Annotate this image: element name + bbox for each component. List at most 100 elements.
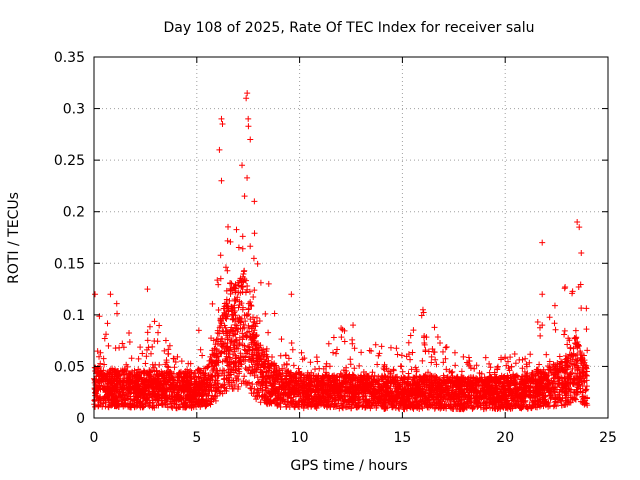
data-point [101,361,108,368]
data-point [293,380,300,387]
data-point [562,356,569,363]
data-point [419,404,426,411]
data-point [536,403,543,410]
data-point [428,384,435,391]
data-point [338,325,345,332]
data-point [463,383,470,390]
data-point [583,386,590,393]
data-point [219,344,226,351]
data-point [127,372,134,379]
data-point [234,386,241,393]
data-point [412,364,419,371]
data-point [535,370,542,377]
data-point [230,312,237,319]
data-point [248,339,255,346]
data-point [464,398,471,405]
data-points [91,90,591,413]
data-point [162,394,169,401]
data-point [516,356,523,363]
data-point [100,367,107,374]
data-point [567,370,574,377]
data-point [351,365,358,372]
data-point [410,374,417,381]
data-point [239,273,246,280]
data-point [215,372,222,379]
data-point [409,404,416,411]
data-point [137,344,144,351]
data-point [532,401,539,408]
data-point [437,340,444,347]
data-point [210,396,217,403]
data-point [378,343,385,350]
data-point [541,386,548,393]
data-point [504,385,511,392]
data-point [229,305,236,312]
data-point [567,394,574,401]
data-point [494,375,501,382]
data-point [237,315,244,322]
data-point [499,380,506,387]
data-point [230,342,237,349]
data-point [422,347,429,354]
data-point [430,394,437,401]
data-point [288,339,295,346]
data-point [157,380,164,387]
data-point [578,356,585,363]
data-point [484,382,491,389]
data-point [314,374,321,381]
data-point [571,377,578,384]
data-point [577,281,584,288]
data-point [329,398,336,405]
data-point [112,393,119,400]
data-point [434,333,441,340]
data-point [459,377,466,384]
data-point [155,375,162,382]
data-point [295,365,302,372]
data-point [120,344,127,351]
data-point [223,328,230,335]
data-point [372,341,379,348]
data-point [253,332,260,339]
data-point [460,389,467,396]
data-point [241,373,248,380]
data-point [336,388,343,395]
data-point [444,377,451,384]
data-point [452,402,459,409]
data-point [498,356,505,363]
data-point [255,389,262,396]
data-point [419,383,426,390]
data-point [235,304,242,311]
data-point [218,320,225,327]
data-point [144,395,151,402]
data-point [439,348,446,355]
data-point [394,373,401,380]
data-point [503,393,510,400]
data-point [169,396,176,403]
data-point [373,404,380,411]
data-point [175,403,182,410]
data-point [230,330,237,337]
data-point [225,307,232,314]
data-point [338,334,345,341]
data-point [155,329,162,336]
data-point [582,387,589,394]
data-point [253,320,260,327]
data-point [271,310,278,317]
data-point [250,357,257,364]
data-point [552,389,559,396]
data-point [151,318,158,325]
data-point [135,355,142,362]
data-point [511,377,518,384]
data-point [164,404,171,411]
data-point [232,288,239,295]
data-point [522,397,529,404]
data-point [421,341,428,348]
data-point [191,370,198,377]
data-point [378,384,385,391]
data-point [144,329,151,336]
data-point [436,376,443,383]
data-point [161,347,168,354]
data-point [231,360,238,367]
data-point [220,376,227,383]
data-point [225,223,232,230]
